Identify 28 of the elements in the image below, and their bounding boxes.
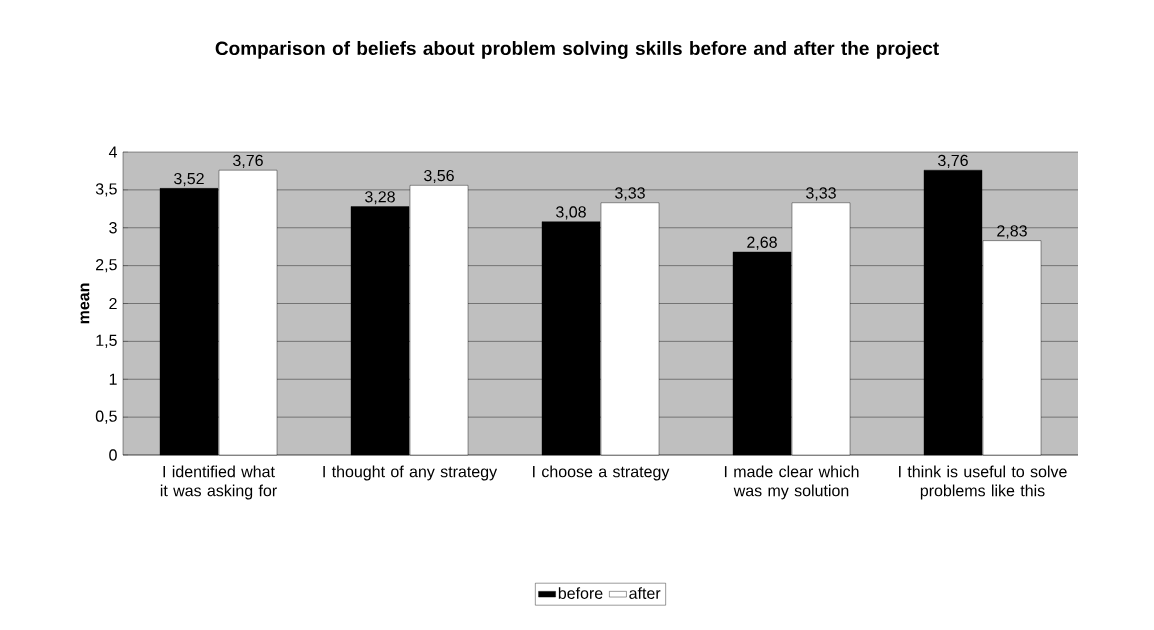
y-axis-title: mean (80, 283, 90, 324)
x-tick-label: I think is useful to solve problems like this (899, 465, 1067, 500)
data-label: 3,28 (365, 191, 395, 205)
data-label: 3,33 (806, 187, 836, 201)
y-tick-label: 3 (109, 222, 117, 234)
data-label: 3,33 (615, 187, 645, 201)
legend-label: after (629, 587, 661, 599)
data-label: 3,76 (938, 154, 968, 168)
y-tick-label: 4 (108, 146, 117, 158)
y-tick-label: 3,5 (95, 183, 117, 197)
chart-title: Comparison of beliefs about problem solving skills before and after the project (215, 41, 939, 59)
data-label: 2,83 (997, 225, 1027, 239)
data-label: 3,76 (233, 154, 263, 168)
data-label: 3,52 (174, 172, 204, 187)
data-label: 3,56 (424, 169, 454, 184)
y-tick-label: 1 (109, 373, 117, 385)
legend-label: before (558, 587, 603, 599)
y-tick-label: 2,5 (96, 259, 117, 273)
y-tick-label: 2 (109, 297, 117, 310)
x-tick-label: I made clear which was my solution (724, 465, 859, 500)
y-tick-label: 0 (109, 449, 117, 461)
x-tick-label: I choose a strategy (533, 465, 670, 481)
y-tick-label: 0,5 (95, 410, 117, 424)
data-label: 2,68 (747, 236, 777, 250)
x-tick-label: I identified what it was asking for (160, 465, 277, 500)
data-label: 3,08 (556, 206, 586, 220)
x-tick-label: I thought of any strategy (323, 465, 498, 481)
y-tick-label: 1,5 (96, 334, 117, 348)
